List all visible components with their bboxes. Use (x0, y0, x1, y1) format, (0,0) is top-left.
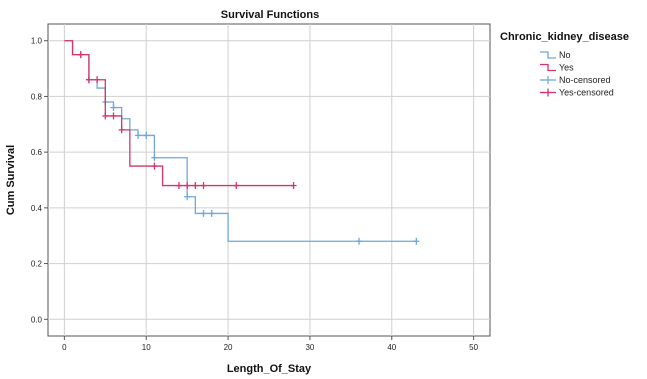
censor-mark-yes (102, 112, 109, 120)
grid (48, 24, 490, 336)
legend-label: No-censored (559, 75, 611, 85)
censor-mark-no (184, 193, 191, 201)
legend-label: No (559, 50, 571, 60)
x-axis-ticks: 0 10 20 30 40 50 (62, 336, 479, 352)
censor-mark-yes (151, 162, 158, 170)
censor-mark-no (151, 154, 158, 162)
series-layer (64, 40, 420, 245)
legend-item: No-censored (540, 75, 611, 85)
censor-mark-no (356, 237, 363, 245)
censor-mark-yes (175, 182, 182, 190)
x-tick-label: 30 (305, 343, 314, 352)
x-tick-label: 40 (387, 343, 396, 352)
legend-item: Yes-censored (540, 88, 614, 98)
censor-mark-no (143, 131, 150, 139)
censor-mark-no (135, 131, 142, 139)
censor-mark-yes (200, 182, 207, 190)
censor-mark-yes (118, 126, 125, 134)
x-tick-label: 20 (224, 343, 233, 352)
legend-swatch (540, 63, 556, 72)
legend-label: Yes (559, 63, 574, 73)
y-tick-label: 0.2 (31, 260, 43, 269)
plot-area (47, 23, 491, 337)
x-axis-title: Length_Of_Stay (227, 363, 312, 375)
y-tick-label: 0.0 (31, 315, 43, 324)
legend-title: Chronic_kidney_disease (500, 31, 629, 43)
y-tick-label: 1.0 (31, 37, 43, 46)
censor-mark-no (413, 237, 420, 245)
legend-item: No (540, 50, 571, 60)
legend-label: Yes-censored (559, 88, 614, 98)
censor-mark-yes (184, 182, 191, 190)
censor-mark-no (110, 104, 117, 112)
censor-mark-yes (233, 182, 240, 190)
censor-mark-yes (110, 112, 117, 120)
chart-title: Survival Functions (221, 9, 319, 21)
x-tick-label: 0 (62, 343, 67, 352)
censor-mark-yes (290, 182, 297, 190)
y-axis-title: Cum Survival (5, 145, 17, 215)
censor-mark-no (208, 209, 215, 217)
x-tick-label: 50 (469, 343, 478, 352)
censor-mark-no (200, 209, 207, 217)
legend: Chronic_kidney_disease No Yes No-censored Y… (500, 31, 629, 98)
censor-mark-yes (77, 51, 84, 59)
censor-mark-yes (94, 76, 101, 84)
y-tick-label: 0.4 (31, 204, 43, 213)
legend-swatch (540, 51, 556, 59)
legend-item: Yes (540, 63, 574, 73)
y-tick-label: 0.8 (31, 92, 43, 101)
x-tick-label: 10 (142, 343, 151, 352)
censor-mark-yes (192, 182, 199, 190)
censor-mark-yes (85, 76, 92, 84)
y-axis-ticks: 0.0 0.2 0.4 0.6 0.8 1.0 (31, 37, 48, 324)
y-tick-label: 0.6 (31, 148, 43, 157)
